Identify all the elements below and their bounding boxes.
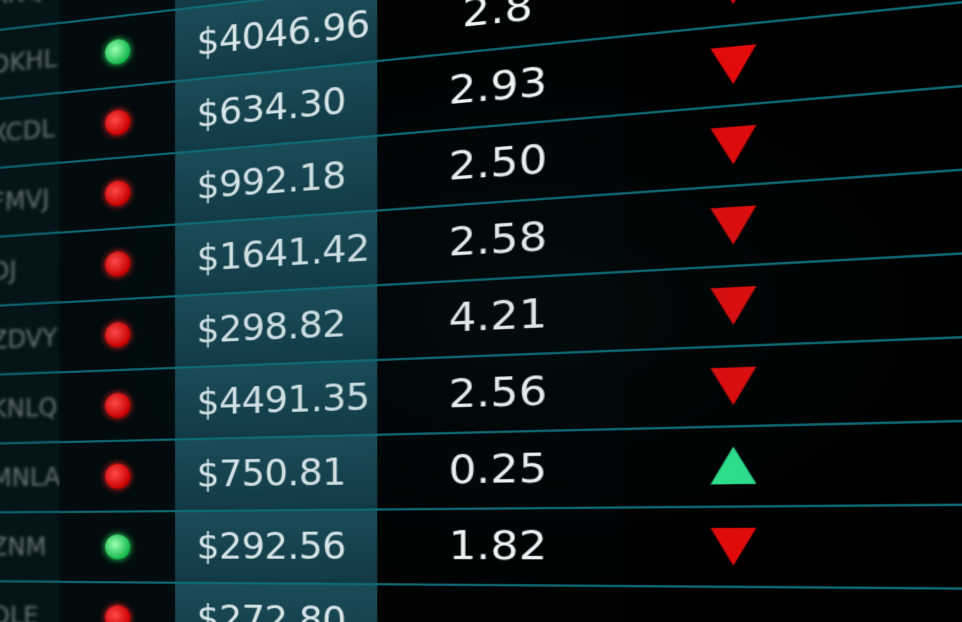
price-cell: $750.81: [175, 436, 377, 510]
price-cell: $298.82: [175, 286, 377, 366]
change-cell: 2.58: [377, 195, 623, 285]
change-cell: [377, 585, 623, 622]
percent-cell: [825, 504, 962, 590]
down-arrow-icon: [710, 286, 756, 326]
down-arrow-icon: [710, 125, 756, 166]
status-red-dot-icon: [105, 605, 130, 622]
status-cell: [60, 11, 175, 92]
status-cell: [60, 441, 175, 511]
price-cell: $1641.42: [175, 212, 377, 296]
down-arrow-icon: [710, 205, 756, 246]
percent-cell: [825, 589, 962, 622]
status-red-dot-icon: [105, 463, 130, 488]
direction-cell: [624, 99, 826, 192]
direction-cell: [624, 180, 826, 270]
percent-cell: 0.36%: [825, 0, 962, 96]
status-red-dot-icon: [105, 180, 130, 207]
price-cell: $292.56: [175, 511, 377, 584]
status-red-dot-icon: [105, 322, 130, 348]
status-cell: [60, 297, 175, 371]
change-cell: 2.56: [377, 352, 623, 434]
symbol-cell: MNLA: [0, 443, 60, 512]
direction-cell: [624, 587, 826, 622]
direction-cell: [624, 425, 826, 506]
status-green-dot-icon: [105, 534, 130, 559]
status-cell: [60, 369, 175, 441]
down-arrow-icon: [710, 367, 756, 406]
status-cell: [60, 154, 175, 232]
status-red-dot-icon: [105, 109, 130, 136]
price-cell: $4491.35: [175, 361, 377, 438]
percent-cell: 0.21%: [825, 415, 962, 505]
ticker-row: ZNM $292.56 1.82: [0, 501, 962, 590]
percent-cell: 1.92%: [825, 326, 962, 423]
down-arrow-icon: [710, 0, 756, 6]
status-cell: [60, 583, 175, 622]
change-cell: 1.82: [377, 509, 623, 585]
down-arrow-icon: [710, 528, 756, 566]
symbol-cell: QLE: [0, 582, 60, 622]
direction-cell: [624, 344, 826, 428]
symbol-cell: ZDVY: [0, 304, 60, 376]
symbol-cell: DJ: [0, 234, 60, 308]
status-cell: [60, 82, 175, 161]
status-cell: [60, 512, 175, 582]
status-green-dot-icon: [105, 38, 130, 66]
price-cell: $272.80: [175, 584, 377, 622]
down-arrow-icon: [710, 44, 756, 86]
change-cell: 4.21: [377, 273, 623, 359]
change-cell: 0.25: [377, 430, 623, 508]
direction-cell: [624, 262, 826, 349]
direction-cell: [624, 507, 826, 586]
symbol-cell: FMVJ: [0, 164, 60, 240]
status-red-dot-icon: [105, 251, 130, 278]
status-red-dot-icon: [105, 393, 130, 419]
up-arrow-icon: [710, 446, 756, 484]
symbol-cell: ZNM: [0, 513, 60, 581]
symbol-cell: XCDL: [0, 94, 60, 172]
symbol-cell: KNLQ: [0, 373, 60, 444]
status-cell: [60, 226, 175, 302]
ticker-row: QLE $272.80: [0, 580, 962, 622]
